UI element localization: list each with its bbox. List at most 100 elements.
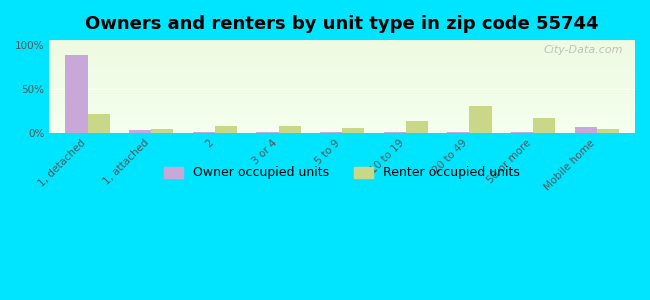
Bar bbox=[49, 100, 635, 101]
Bar bbox=[49, 78, 635, 79]
Bar bbox=[49, 108, 635, 109]
Bar bbox=[49, 116, 635, 117]
Bar bbox=[49, 69, 635, 70]
Bar bbox=[49, 46, 635, 47]
Bar bbox=[49, 90, 635, 91]
Bar bbox=[49, 60, 635, 61]
Bar bbox=[192, 132, 215, 133]
Bar bbox=[533, 118, 556, 133]
Bar bbox=[49, 110, 635, 111]
Bar bbox=[49, 114, 635, 116]
Bar bbox=[49, 91, 635, 92]
Bar bbox=[49, 89, 635, 90]
Bar bbox=[49, 62, 635, 63]
Bar bbox=[49, 80, 635, 81]
Bar bbox=[49, 55, 635, 56]
Bar bbox=[49, 119, 635, 120]
Bar bbox=[49, 101, 635, 102]
Bar bbox=[49, 63, 635, 64]
Legend: Owner occupied units, Renter occupied units: Owner occupied units, Renter occupied un… bbox=[159, 161, 525, 184]
Bar bbox=[49, 72, 635, 73]
Bar bbox=[49, 44, 635, 45]
Bar bbox=[49, 70, 635, 71]
Bar bbox=[49, 53, 635, 54]
Bar bbox=[49, 87, 635, 88]
Bar bbox=[49, 92, 635, 93]
Bar bbox=[49, 85, 635, 86]
Bar bbox=[49, 81, 635, 82]
Bar bbox=[49, 130, 635, 131]
Bar bbox=[65, 55, 88, 133]
Bar bbox=[49, 43, 635, 44]
Bar bbox=[342, 128, 365, 133]
Bar bbox=[49, 96, 635, 97]
Bar bbox=[49, 84, 635, 85]
Bar bbox=[49, 71, 635, 72]
Bar bbox=[129, 130, 151, 133]
Bar bbox=[49, 112, 635, 113]
Bar bbox=[49, 57, 635, 58]
Bar bbox=[49, 56, 635, 57]
Bar bbox=[447, 132, 469, 133]
Bar bbox=[49, 50, 635, 51]
Bar bbox=[49, 125, 635, 126]
Bar bbox=[49, 54, 635, 55]
Bar bbox=[49, 73, 635, 74]
Bar bbox=[49, 93, 635, 94]
Bar bbox=[49, 109, 635, 110]
Bar bbox=[575, 127, 597, 133]
Bar bbox=[49, 45, 635, 46]
Bar bbox=[49, 123, 635, 124]
Bar bbox=[49, 51, 635, 52]
Bar bbox=[49, 74, 635, 75]
Bar bbox=[49, 59, 635, 60]
Bar bbox=[49, 127, 635, 128]
Bar bbox=[49, 40, 635, 41]
Bar bbox=[49, 106, 635, 107]
Bar bbox=[49, 68, 635, 69]
Bar bbox=[49, 122, 635, 123]
Bar bbox=[49, 65, 635, 66]
Text: City-Data.com: City-Data.com bbox=[544, 45, 623, 55]
Bar bbox=[49, 66, 635, 67]
Bar bbox=[49, 124, 635, 125]
Bar bbox=[49, 104, 635, 105]
Bar bbox=[49, 111, 635, 112]
Bar bbox=[597, 129, 619, 133]
Bar bbox=[49, 105, 635, 106]
Bar bbox=[49, 129, 635, 130]
Bar bbox=[49, 117, 635, 118]
Bar bbox=[49, 100, 635, 101]
Bar bbox=[151, 129, 174, 133]
Bar bbox=[49, 61, 635, 62]
Bar bbox=[320, 132, 342, 133]
Title: Owners and renters by unit type in zip code 55744: Owners and renters by unit type in zip c… bbox=[85, 15, 599, 33]
Bar bbox=[49, 77, 635, 78]
Bar bbox=[256, 132, 278, 133]
Bar bbox=[49, 82, 635, 83]
Bar bbox=[49, 76, 635, 77]
Bar bbox=[49, 58, 635, 59]
Bar bbox=[49, 120, 635, 121]
Bar bbox=[49, 95, 635, 96]
Bar bbox=[406, 121, 428, 133]
Bar bbox=[49, 128, 635, 129]
Bar bbox=[49, 113, 635, 114]
Bar bbox=[49, 118, 635, 119]
Bar bbox=[49, 103, 635, 104]
Bar bbox=[49, 132, 635, 133]
Bar bbox=[49, 41, 635, 42]
Bar bbox=[49, 64, 635, 65]
Bar bbox=[49, 67, 635, 68]
Bar bbox=[215, 126, 237, 133]
Bar bbox=[49, 47, 635, 49]
Bar bbox=[511, 132, 533, 133]
Bar bbox=[49, 88, 635, 89]
Bar bbox=[49, 83, 635, 84]
Bar bbox=[49, 126, 635, 127]
Bar bbox=[49, 102, 635, 103]
Bar bbox=[49, 75, 635, 76]
Bar bbox=[49, 131, 635, 132]
Bar bbox=[88, 114, 110, 133]
Bar bbox=[49, 85, 635, 87]
